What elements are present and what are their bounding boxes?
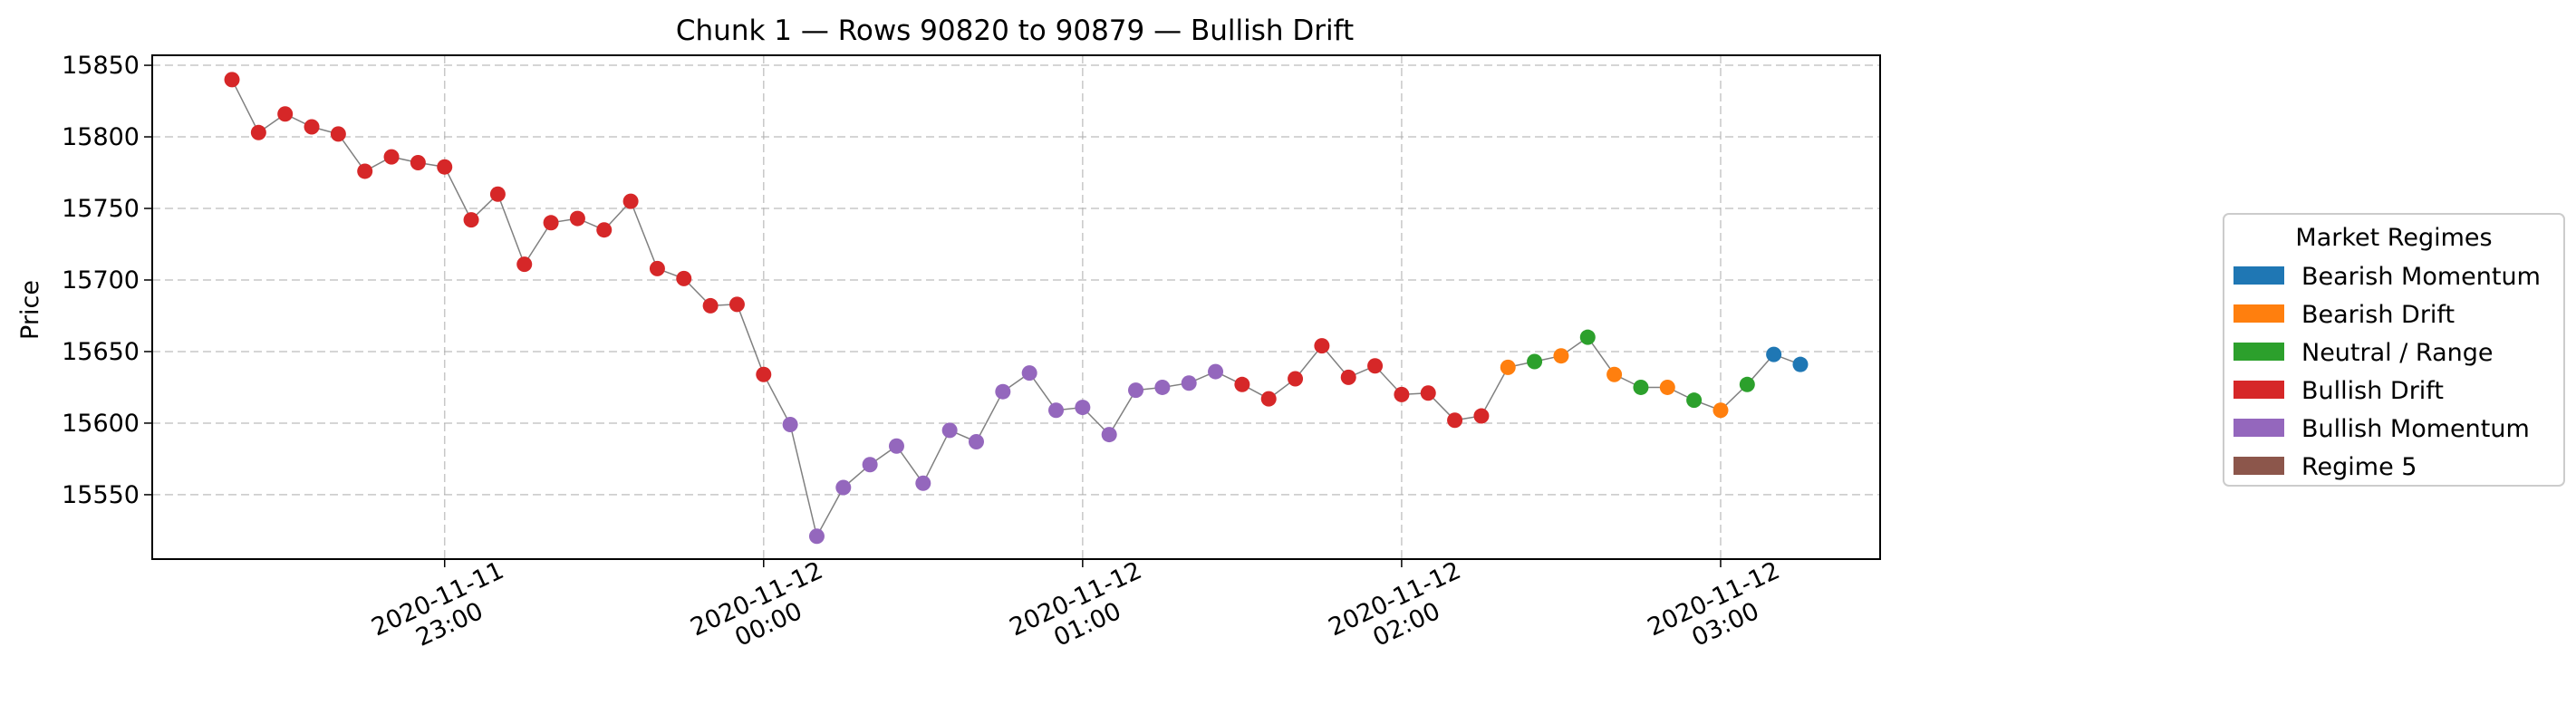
data-point: [357, 163, 373, 179]
y-tick-label: 15750: [62, 195, 140, 223]
data-point: [1633, 379, 1649, 395]
data-point: [1128, 382, 1144, 399]
data-point: [915, 475, 931, 491]
data-point: [304, 119, 320, 135]
x-tick-label: 2020-11-1123:00: [367, 556, 519, 668]
legend-swatch: [2233, 304, 2284, 323]
x-axis: 2020-11-1123:00 2020-11-1200:00 2020-11-12…: [367, 556, 1796, 668]
x-tick-label: 2020-11-1203:00: [1644, 556, 1796, 668]
data-point: [1181, 375, 1197, 391]
legend-label: Bearish Momentum: [2301, 263, 2541, 291]
price-line: [231, 79, 1801, 538]
data-point: [1606, 366, 1623, 382]
legend-box: [2223, 213, 2565, 487]
data-point: [1739, 376, 1755, 392]
data-point: [410, 154, 426, 170]
legend-label: Bearish Drift: [2301, 301, 2455, 329]
data-point: [1154, 379, 1171, 395]
data-point: [489, 186, 506, 202]
x-tick-label: 2020-11-1200:00: [687, 556, 839, 668]
data-point: [1659, 379, 1675, 395]
data-point: [1394, 386, 1410, 402]
y-tick-label: 15600: [62, 410, 140, 438]
data-point: [1447, 412, 1463, 429]
data-point: [1234, 376, 1250, 392]
data-point: [1314, 338, 1330, 354]
data-point: [1553, 348, 1569, 364]
data-point: [1288, 371, 1304, 387]
legend: Market Regimes Bearish Momentum Bearish D…: [2223, 213, 2565, 487]
price-series-line: [231, 79, 1801, 538]
legend-swatch: [2233, 381, 2284, 399]
data-point: [1686, 392, 1703, 409]
chart-title: Chunk 1 — Rows 90820 to 90879 — Bullish …: [676, 14, 1354, 47]
legend-swatch: [2233, 266, 2284, 285]
data-point: [569, 210, 585, 227]
data-point: [1527, 353, 1543, 370]
data-point: [1101, 427, 1117, 443]
y-axis: 15550 15600 15650 15700 15750 15800 15850: [62, 52, 152, 509]
data-point: [383, 149, 400, 165]
data-point: [649, 260, 665, 276]
data-point: [756, 366, 772, 382]
data-point: [808, 528, 825, 545]
y-axis-label: Price: [16, 280, 44, 340]
data-point: [1340, 369, 1356, 385]
data-point: [968, 433, 984, 449]
data-point: [1500, 359, 1516, 375]
y-tick-label: 15650: [62, 338, 140, 366]
data-point: [728, 296, 745, 313]
y-tick-label: 15700: [62, 266, 140, 295]
y-tick-label: 15800: [62, 123, 140, 151]
data-point: [437, 159, 453, 175]
data-point: [782, 417, 798, 433]
legend-title: Market Regimes: [2295, 224, 2492, 252]
data-point: [1075, 400, 1091, 416]
data-point: [1579, 329, 1596, 345]
data-point: [862, 457, 878, 473]
legend-swatch: [2233, 419, 2284, 437]
data-point: [835, 479, 852, 496]
data-point: [224, 72, 240, 88]
data-point: [702, 297, 719, 314]
data-point: [596, 222, 613, 238]
price-points: [224, 72, 1809, 545]
legend-swatch: [2233, 343, 2284, 361]
data-point: [1208, 363, 1224, 380]
data-point: [277, 106, 294, 122]
data-point: [1792, 356, 1809, 372]
data-point: [1420, 385, 1436, 401]
data-point: [1021, 365, 1037, 381]
data-point: [250, 124, 266, 140]
data-point: [1713, 402, 1729, 419]
legend-label: Neutral / Range: [2301, 339, 2494, 367]
data-point: [1766, 346, 1782, 362]
data-point: [995, 383, 1011, 400]
data-point: [941, 422, 958, 439]
y-tick-label: 15850: [62, 52, 140, 80]
data-point: [622, 193, 639, 209]
legend-label: Bullish Momentum: [2301, 415, 2530, 443]
plot-area-frame: [151, 54, 1881, 560]
data-point: [330, 126, 346, 142]
data-point: [676, 270, 692, 286]
data-point: [516, 256, 533, 273]
data-point: [1473, 408, 1490, 424]
legend-label: Regime 5: [2301, 453, 2417, 481]
y-tick-label: 15550: [62, 481, 140, 509]
data-point: [1048, 402, 1065, 419]
data-point: [1367, 358, 1384, 374]
data-point: [543, 215, 559, 231]
x-tick-label: 2020-11-1202:00: [1325, 556, 1477, 668]
legend-label: Bullish Drift: [2301, 377, 2444, 405]
legend-swatch: [2233, 457, 2284, 475]
data-point: [888, 438, 904, 454]
x-tick-label: 2020-11-1201:00: [1006, 556, 1158, 668]
data-point: [463, 212, 479, 228]
data-point: [1260, 391, 1277, 407]
grid-lines: [152, 55, 1880, 559]
